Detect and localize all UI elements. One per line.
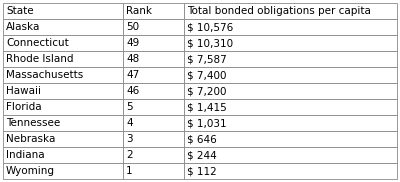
- Text: $ 10,310: $ 10,310: [187, 38, 233, 48]
- Bar: [123, 83, 184, 99]
- Bar: [184, 3, 397, 19]
- Bar: [123, 67, 184, 83]
- Bar: [3, 3, 123, 19]
- Text: 49: 49: [126, 38, 140, 48]
- Text: Nebraska: Nebraska: [6, 134, 55, 144]
- Bar: [184, 163, 397, 179]
- Text: Indiana: Indiana: [6, 150, 45, 160]
- Bar: [184, 67, 397, 83]
- Text: $ 646: $ 646: [187, 134, 217, 144]
- Text: $ 7,587: $ 7,587: [187, 54, 227, 64]
- Bar: [3, 163, 123, 179]
- Text: Rank: Rank: [126, 6, 152, 16]
- Bar: [123, 131, 184, 147]
- Bar: [3, 19, 123, 35]
- Bar: [184, 115, 397, 131]
- Bar: [3, 35, 123, 51]
- Text: 47: 47: [126, 70, 140, 80]
- Text: 3: 3: [126, 134, 133, 144]
- Text: $ 112: $ 112: [187, 166, 217, 176]
- Text: Hawaii: Hawaii: [6, 86, 41, 96]
- Text: $ 10,576: $ 10,576: [187, 22, 234, 32]
- Text: Wyoming: Wyoming: [6, 166, 55, 176]
- Bar: [184, 35, 397, 51]
- Bar: [3, 51, 123, 67]
- Bar: [123, 115, 184, 131]
- Text: 5: 5: [126, 102, 133, 112]
- Bar: [184, 19, 397, 35]
- Bar: [123, 147, 184, 163]
- Bar: [184, 99, 397, 115]
- Bar: [3, 147, 123, 163]
- Text: 2: 2: [126, 150, 133, 160]
- Bar: [123, 35, 184, 51]
- Bar: [184, 147, 397, 163]
- Bar: [123, 51, 184, 67]
- Bar: [3, 67, 123, 83]
- Bar: [3, 115, 123, 131]
- Text: State: State: [6, 6, 34, 16]
- Bar: [184, 131, 397, 147]
- Text: 1: 1: [126, 166, 133, 176]
- Text: 4: 4: [126, 118, 133, 128]
- Text: Florida: Florida: [6, 102, 42, 112]
- Bar: [123, 99, 184, 115]
- Text: 48: 48: [126, 54, 140, 64]
- Bar: [184, 83, 397, 99]
- Text: Massachusetts: Massachusetts: [6, 70, 83, 80]
- Bar: [123, 3, 184, 19]
- Text: $ 7,200: $ 7,200: [187, 86, 227, 96]
- Bar: [184, 51, 397, 67]
- Text: Connecticut: Connecticut: [6, 38, 69, 48]
- Bar: [3, 131, 123, 147]
- Text: $ 7,400: $ 7,400: [187, 70, 227, 80]
- Text: 46: 46: [126, 86, 140, 96]
- Text: $ 244: $ 244: [187, 150, 217, 160]
- Text: Rhode Island: Rhode Island: [6, 54, 74, 64]
- Text: Tennessee: Tennessee: [6, 118, 60, 128]
- Bar: [3, 83, 123, 99]
- Bar: [123, 19, 184, 35]
- Text: $ 1,415: $ 1,415: [187, 102, 227, 112]
- Text: $ 1,031: $ 1,031: [187, 118, 227, 128]
- Bar: [123, 163, 184, 179]
- Text: 50: 50: [126, 22, 139, 32]
- Text: Alaska: Alaska: [6, 22, 40, 32]
- Text: Total bonded obligations per capita: Total bonded obligations per capita: [187, 6, 371, 16]
- Bar: [3, 99, 123, 115]
